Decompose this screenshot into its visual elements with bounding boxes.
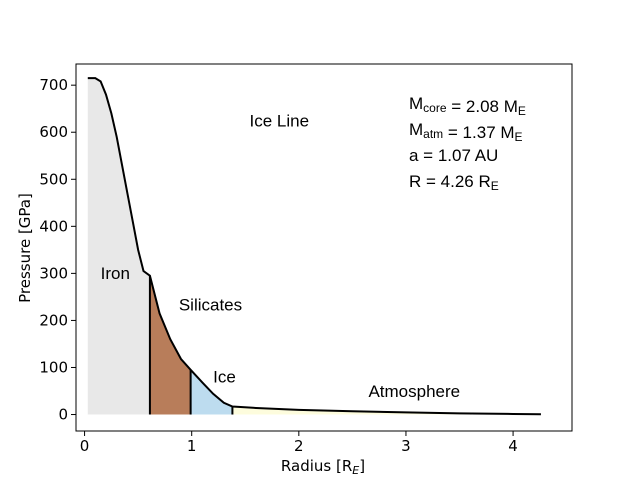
annotation-atmosphere: Atmosphere bbox=[368, 382, 460, 401]
info-line: Matm = 1.37 ME bbox=[409, 120, 523, 144]
x-axis-label: Radius [RE] bbox=[281, 457, 365, 477]
y-tick-label: 500 bbox=[39, 170, 68, 188]
annotation-ice-line: Ice Line bbox=[250, 112, 310, 131]
annotations: Ice Line Iron Silicates Ice Atmosphere bbox=[101, 112, 460, 402]
x-tick-label: 4 bbox=[508, 437, 518, 455]
layer-fill-silicates bbox=[149, 275, 191, 415]
y-tick-label: 600 bbox=[39, 123, 68, 141]
y-tick-label: 700 bbox=[39, 76, 68, 94]
y-tick-label: 200 bbox=[39, 311, 68, 329]
annotation-silicates: Silicates bbox=[179, 296, 242, 315]
y-tick-label: 100 bbox=[39, 358, 68, 376]
plot-frame bbox=[75, 63, 573, 432]
layer-fill-iron bbox=[87, 78, 150, 415]
x-tick-label: 0 bbox=[80, 437, 90, 455]
annotation-iron: Iron bbox=[101, 264, 130, 283]
info-line: R = 4.26 RE bbox=[409, 172, 499, 193]
y-tick-label: 300 bbox=[39, 264, 68, 282]
y-axis-ticks: 0 100 200 300 400 500 600 700 bbox=[39, 76, 76, 424]
info-line: Mcore = 2.08 ME bbox=[409, 94, 526, 118]
layer-fill-atmosphere bbox=[232, 406, 541, 415]
x-axis-ticks: 0 1 2 3 4 bbox=[80, 431, 518, 455]
info-line: a = 1.07 AU bbox=[409, 146, 498, 165]
x-tick-label: 1 bbox=[187, 437, 197, 455]
y-tick-label: 0 bbox=[58, 406, 68, 424]
layer-dividers bbox=[148, 275, 234, 415]
annotation-ice: Ice bbox=[213, 368, 236, 387]
x-tick-label: 3 bbox=[401, 437, 411, 455]
y-axis-label: Pressure [GPa] bbox=[16, 193, 34, 303]
y-tick-label: 400 bbox=[39, 217, 68, 235]
pressure-curve bbox=[87, 77, 541, 416]
x-tick-label: 2 bbox=[294, 437, 304, 455]
